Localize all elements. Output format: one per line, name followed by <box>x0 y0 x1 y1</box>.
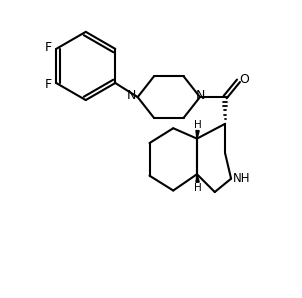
Text: H: H <box>194 183 202 193</box>
Text: NH: NH <box>233 172 250 185</box>
Text: F: F <box>44 41 51 54</box>
Polygon shape <box>196 174 199 182</box>
Text: N: N <box>127 89 137 102</box>
Text: N: N <box>195 89 205 102</box>
Text: F: F <box>44 78 51 91</box>
Text: H: H <box>194 120 202 130</box>
Polygon shape <box>196 131 199 139</box>
Text: O: O <box>239 73 249 86</box>
